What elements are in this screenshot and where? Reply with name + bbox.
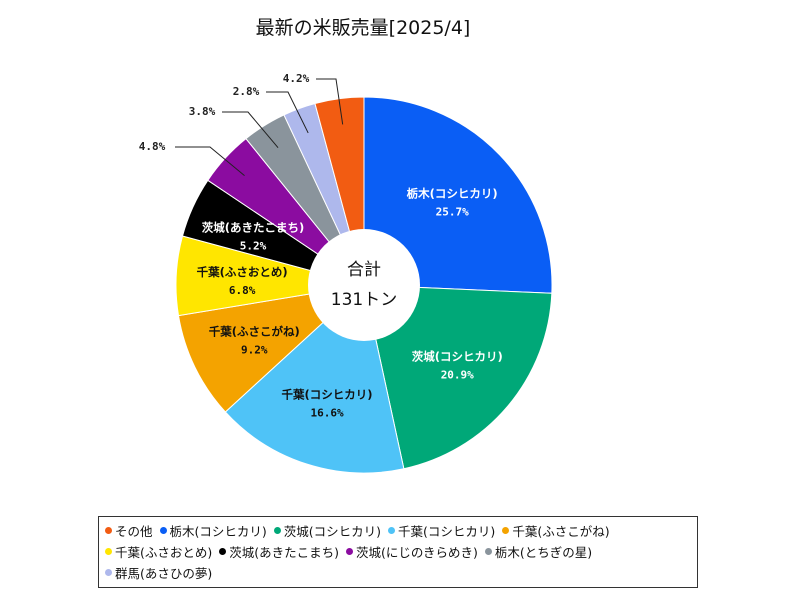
legend-label: 栃木(コシヒカリ) [169,524,267,539]
slice-value-label: 4.8% [139,140,166,153]
leader-line [316,78,344,125]
slice-labels: 栃木(コシヒカリ) 25.7% 茨城(コシヒカリ) 20.9% 千葉(コシヒカリ) 16.… [139,72,503,419]
slice-name-label: 千葉(ふさこがね) [209,324,300,338]
legend-swatch [484,548,492,555]
slice-value-label: 16.6% [310,406,343,419]
leader-line [222,111,279,148]
legend-row: 千葉(ふさおとめ) 茨城(あきたこまち) 茨城(にじのきらめき) 栃木(とちぎの星) [105,541,691,562]
legend-swatch [105,527,112,534]
center-total: 131トン [331,290,397,310]
donut-hole [308,229,420,341]
legend-swatch [388,527,396,534]
slice-name-label: 茨城(コシヒカリ) [412,350,503,364]
legend-item: 群馬(あさひの夢) [105,563,212,582]
legend-label: 茨城(コシヒカリ) [283,524,382,539]
legend-label: 茨城(にじのきらめき) [356,545,478,560]
leader-line [175,146,245,176]
legend-label: 千葉(ふさおとめ) [115,545,213,560]
legend-swatch [159,527,167,534]
legend-item: 栃木(コシヒカリ) [159,521,267,540]
legend-swatch [273,527,281,534]
legend-label: 千葉(コシヒカリ) [398,524,496,539]
legend-item: 茨城(コシヒカリ) [273,521,382,540]
legend-row: その他 栃木(コシヒカリ) 茨城(コシヒカリ) 千葉(コシヒカリ) 千葉(ふさこがね) [105,520,691,541]
legend-label: その他 [115,524,153,539]
center-label: 合計 [347,260,381,280]
legend-label: 栃木(とちぎの星) [494,545,593,560]
slice-value-label: 2.8% [233,85,260,98]
slice-name-label: 千葉(ふさおとめ) [197,265,288,279]
legend-swatch [105,548,112,555]
legend-swatch [502,527,510,534]
legend-label: 茨城(あきたこまち) [229,545,340,560]
legend-item: その他 [105,521,153,540]
slice-value-label: 20.9% [441,369,474,382]
slice-name-label: 茨城(あきたこまち) [202,220,305,234]
legend-label: 千葉(ふさこがね) [512,524,610,539]
slice-name-label: 千葉(コシヒカリ) [282,387,373,401]
legend-swatch [105,569,112,576]
leader-line [266,91,309,134]
legend-label: 群馬(あさひの夢) [115,566,213,581]
legend-item: 栃木(とちぎの星) [484,542,593,561]
legend-item: 茨城(にじのきらめき) [346,542,478,561]
slice-value-label: 25.7% [436,206,469,219]
chart-legend: その他 栃木(コシヒカリ) 茨城(コシヒカリ) 千葉(コシヒカリ) 千葉(ふさこがね) … [98,516,698,588]
leader-lines [175,78,344,176]
chart-title: 最新の米販売量[2025/4] [256,17,471,39]
legend-item: 千葉(ふさこがね) [502,521,610,540]
pie-slice-栃木-コシヒカリ [363,96,553,294]
legend-row: 群馬(あさひの夢) [105,562,691,583]
slice-value-label: 5.2% [240,239,267,252]
slice-value-label: 9.2% [241,343,268,356]
legend-swatch [219,548,227,555]
legend-item: 茨城(あきたこまち) [219,542,339,561]
legend-item: 千葉(ふさおとめ) [105,542,212,561]
slice-name-label: 栃木(コシヒカリ) [407,187,498,201]
pie-slice-千葉-ふさこがね [177,284,366,413]
slice-value-label: 4.2% [283,72,310,85]
legend-swatch [346,548,354,555]
slice-value-label: 6.8% [229,284,256,297]
slice-value-label: 3.8% [189,105,216,118]
pie-slice-茨城-コシヒカリ [363,284,553,470]
legend-item: 千葉(コシヒカリ) [388,521,495,540]
